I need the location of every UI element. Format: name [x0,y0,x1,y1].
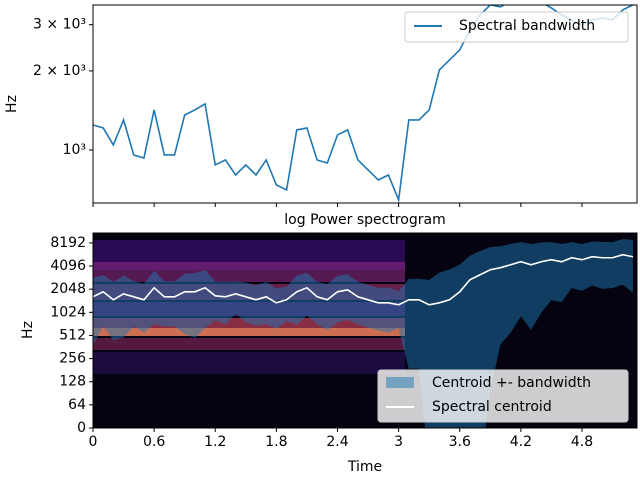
y-tick-label: 8192 [50,235,86,251]
x-tick-label: 0.6 [143,434,165,450]
top-axes-frame [92,4,638,204]
y-tick-label: 1024 [50,304,86,320]
y-tick-label: 4096 [50,258,86,274]
y-tick-label: 3 × 10³ [33,17,86,33]
y-axis-label: Hz [4,95,20,113]
y-tick-label: 2048 [50,281,86,297]
legend-box [404,11,629,43]
y-tick-label: 2 × 10³ [33,63,86,79]
y-tick-label: 0 [77,420,86,436]
legend-patch [386,377,414,388]
x-tick-label: 4.2 [510,434,532,450]
y-tick-label: 64 [68,397,86,413]
subplot-title: log Power spectrogram [284,212,445,228]
data-line [93,5,634,203]
bottom-axes-frame [92,232,638,429]
band-area [93,239,633,428]
x-tick-label: 3.6 [449,434,471,450]
x-axis-label: Time [347,459,382,475]
y-axis-label: Hz [20,321,36,339]
x-tick-label: 1.8 [265,434,287,450]
legend-label: Centroid +- bandwidth [432,375,591,391]
legend-box [377,369,629,423]
bottom-plot [93,239,634,428]
y-tick-label: 128 [59,374,86,390]
legend-label: Spectral bandwidth [459,18,595,34]
x-tick-label: 0 [89,434,98,450]
y-tick-label: 10³ [63,142,86,158]
y-tick-label: 512 [59,327,86,343]
data-line [93,253,634,306]
x-tick-label: 1.2 [204,434,226,450]
x-tick-label: 3 [394,434,403,450]
x-tick-label: 4.8 [571,434,593,450]
legend-label: Spectral centroid [432,399,552,415]
top-plot [93,5,634,203]
y-tick-label: 256 [59,351,86,367]
x-tick-label: 2.4 [326,434,348,450]
